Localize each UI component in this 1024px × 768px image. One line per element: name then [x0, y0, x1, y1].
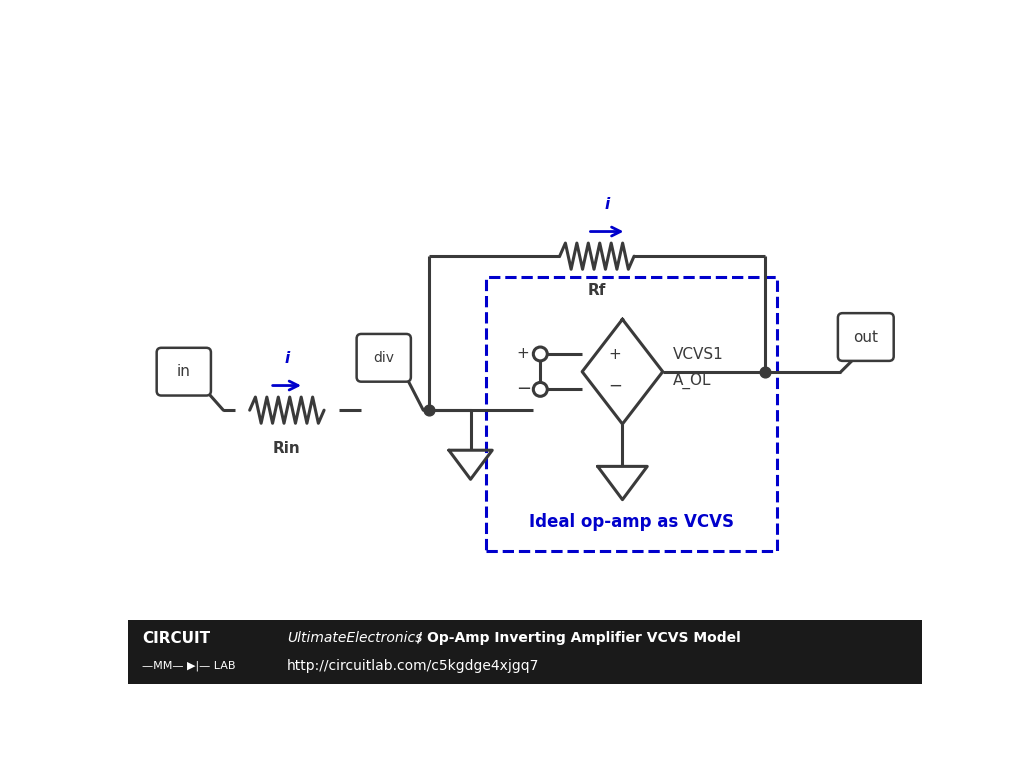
Text: i: i [604, 197, 609, 211]
Text: out: out [853, 329, 879, 345]
Bar [128, 621, 922, 684]
Text: −: − [516, 380, 530, 399]
Text: +: + [608, 347, 622, 362]
Text: in: in [177, 364, 190, 379]
Text: CIRCUIT: CIRCUIT [142, 631, 210, 646]
Text: +: + [517, 346, 529, 362]
Text: —ΜΜ— ▶|— LAB: —ΜΜ— ▶|— LAB [142, 660, 236, 671]
Text: div: div [374, 351, 394, 365]
Circle shape [534, 382, 547, 396]
Text: VCVS1: VCVS1 [673, 347, 724, 362]
Bar [486, 277, 777, 551]
FancyBboxPatch shape [157, 348, 211, 396]
Text: UltimateElectronics: UltimateElectronics [287, 631, 422, 645]
Point [757, 366, 773, 378]
Text: Ideal op-amp as VCVS: Ideal op-amp as VCVS [529, 513, 734, 531]
Text: A_OL: A_OL [673, 372, 712, 389]
Point [421, 404, 437, 416]
Text: http://circuitlab.com/c5kgdge4xjgq7: http://circuitlab.com/c5kgdge4xjgq7 [287, 659, 540, 673]
Circle shape [534, 347, 547, 361]
Text: Rin: Rin [273, 441, 301, 456]
FancyBboxPatch shape [356, 334, 411, 382]
Text: i: i [285, 350, 290, 366]
FancyBboxPatch shape [838, 313, 894, 361]
Text: −: − [608, 376, 622, 395]
Text: / Op-Amp Inverting Amplifier VCVS Model: / Op-Amp Inverting Amplifier VCVS Model [417, 631, 740, 645]
Text: Rf: Rf [588, 283, 606, 298]
